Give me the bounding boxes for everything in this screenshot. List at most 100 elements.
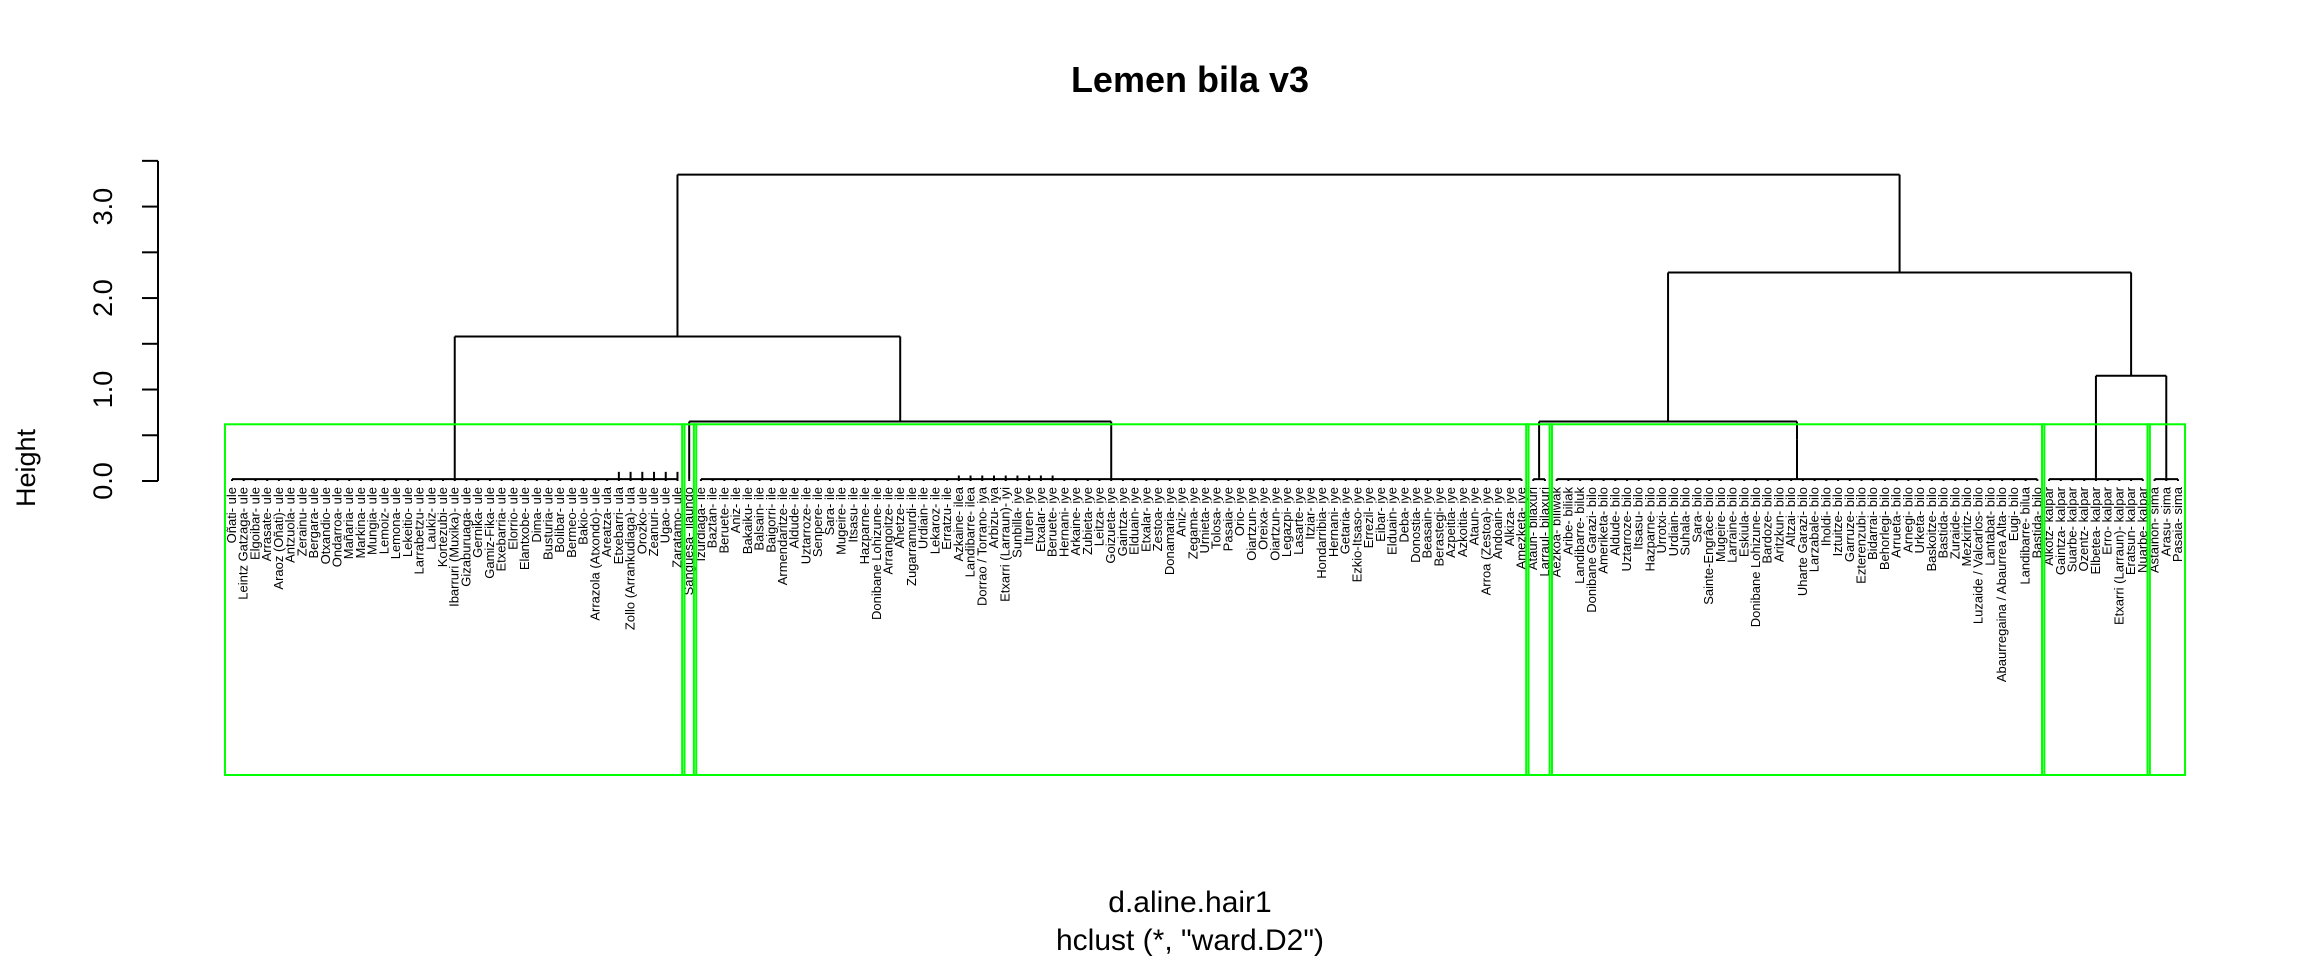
leaf-label: Landibarre- bilua (2018, 486, 2033, 584)
y-axis: 0.0 1.0 2.0 3.0 (88, 159, 159, 500)
leaf-label: Larzabale- bilo (1807, 487, 1822, 572)
leaf-label: Beruete- iye (1045, 487, 1060, 557)
leaf-label: Behorlegi- bilo (1877, 487, 1892, 570)
leaf-label: Oreixa- iye (1256, 487, 1271, 550)
leaf-label: Donostia- iye (1408, 487, 1423, 563)
leaf-label: Dorrao / Torrano- iya (974, 486, 989, 606)
leaf-label: Nuarbe- kalpar (2135, 486, 2150, 573)
leaf-label: Arkaine- iye (1068, 487, 1083, 556)
leaf-label: Zugarramurdi- ile (904, 487, 919, 586)
y-tick-label: 0.0 (88, 462, 118, 500)
y-tick-label: 2.0 (88, 279, 118, 317)
leaf-label: Kortezubi- ule (435, 487, 450, 567)
leaf-label: Azkaine- ilea (951, 486, 966, 561)
leaf-label: Elgoibar- ule (247, 487, 262, 560)
leaf-label: Urdiain- ile (916, 487, 931, 549)
leaf-label: Antzuola- ule (283, 487, 298, 563)
leaf-label: Zeanuri- ule (646, 487, 661, 556)
leaf-label: Gaintza- iye (1115, 487, 1130, 556)
leaf-label: Oñati- ule (224, 487, 239, 543)
leaf-label: Dima- ule (529, 487, 544, 543)
leaf-label: Landibarre- biluk (1572, 487, 1587, 584)
leaf-label: Zubieta- iye (1080, 487, 1095, 555)
leaf-label: Ibarruri (Muxika)- ule (447, 487, 462, 607)
leaf-label: Markina- ule (353, 487, 368, 559)
leaf-label: Leitza- iye (1091, 487, 1106, 546)
leaf-label: Bermeo- ule (564, 487, 579, 558)
leaf-label: Garruze- bilo (1842, 487, 1857, 562)
leaf-label: Urnieta- iye (1197, 487, 1212, 553)
leaf-label: Baskoitze- bilo (1924, 487, 1939, 572)
leaf-label: Sara- bilo (1689, 487, 1704, 543)
leaf-label: Legazpi- iye (1279, 487, 1294, 557)
leaf-label: Bakaiku- ile (740, 487, 755, 554)
leaf-label: Errezil- iye (1361, 487, 1376, 548)
leaf-label: Larraine- bilo (1725, 487, 1740, 563)
leaf-label: Arrueta- bilo (1889, 487, 1904, 558)
leaf-label: Arrasate- ule (259, 487, 274, 561)
leaf-label: Pasaia- sima (2170, 486, 2185, 562)
leaf-label: Ugao- ule (658, 487, 673, 543)
leaf-label: Eskiula- bilo (1736, 487, 1751, 557)
leaf-label: Arrazola (Atxondo)- ule (587, 487, 602, 621)
leaf-label: Mezkiritz- bilo (1959, 487, 1974, 566)
leaf-label: Ezkio-Itsaso- iye (1349, 487, 1364, 582)
leaf-label: Eibar- iye (1373, 487, 1388, 542)
leaf-label: Beruete- ile (716, 487, 731, 553)
cluster-box (681, 423, 698, 776)
leaf-label: Sainte-Engrâce- bilo (1701, 487, 1716, 605)
leaf-label: Etxebarri- ula (611, 486, 626, 564)
y-axis-label: Height (11, 428, 41, 507)
leaf-label: Orio- iye (1232, 487, 1247, 536)
leaf-label: Uztarroze- ile (798, 487, 813, 564)
leaf-label: Zollo (Arrankudiaga)- ula (623, 486, 638, 630)
leaf-label: Erro- kalpar (2100, 486, 2115, 555)
leaf-label: Aniz- iye (1174, 487, 1189, 537)
leaf-label: Beasain- iye (1420, 487, 1435, 559)
leaf-label: Erratzu- ile (939, 487, 954, 550)
leaf-label: Aldude- ile (787, 487, 802, 548)
leaf-label: Pasaia- iye (1220, 487, 1235, 551)
leaf-label: Suhala- bilo (1678, 487, 1693, 556)
dendrogram-tree (231, 173, 2179, 481)
leaf-label: Landibarre- ilea (963, 486, 978, 577)
leaf-label: Baigorri- ile (763, 487, 778, 553)
leaf-label: Hazparne- ile (857, 487, 872, 564)
leaf-label: Lekaroz- ile (927, 487, 942, 554)
leaf-label: Hondarribia- iye (1314, 487, 1329, 579)
leaf-label: Luzaide / Valcarlos- bilo (1971, 487, 1986, 624)
leaf-label: Urketa- bilo (1912, 487, 1927, 553)
leaf-label: Mugeire- bilo (1713, 487, 1728, 562)
x-axis-label: d.aline.hair1 (1108, 886, 1271, 919)
leaf-label: Laukiz- ule (423, 487, 438, 550)
leaf-label: Etxarri (Larraun)- kalpar (2111, 486, 2126, 625)
leaf-label: Arroa (Zestoa)- iye (1478, 487, 1493, 595)
leaf-label: Azpeitia- iye (1443, 487, 1458, 558)
leaf-label: Gizaburuaga- ule (458, 487, 473, 587)
leaf-label: Elantxobe- ule (517, 487, 532, 570)
leaf-label: Etxalar- iye (1138, 487, 1153, 552)
leaf-label: Lemona- ule (388, 487, 403, 559)
leaf-label: Abaurregaina / Abaurrea Alta- bilo (1994, 487, 2009, 682)
leaf-label: Mungia- ule (365, 487, 380, 555)
leaf-label: Donamaria- iye (1162, 487, 1177, 575)
leaf-label: Hernani- iye (1056, 487, 1071, 557)
cluster-box (2146, 423, 2187, 776)
leaf-label: Hernani- iye (1326, 487, 1341, 557)
leaf-label: Andoain- iye (1490, 487, 1505, 559)
leaf-label: Lasarte- iye (1291, 487, 1306, 555)
leaf-label: Baztan- ile (705, 487, 720, 548)
leaf-label: Uztarroze- bilo (1619, 487, 1634, 572)
leaf-label: Mañaria- ule (341, 487, 356, 559)
leaf-label: Zerainu- ule (294, 487, 309, 556)
leaf-label: Suarbe- kalpar (2064, 486, 2079, 572)
leaf-label: Donibane Garazi- bilo (1584, 487, 1599, 613)
leaf-label: Leintz Gatzaga- ule (236, 487, 251, 600)
leaf-label: Aribe- biliak (1560, 487, 1575, 555)
leaf-label: Ataun- iye (1467, 487, 1482, 546)
leaf-label: Aritzkun- bilo (1771, 487, 1786, 562)
leaf-label: Eugi- bilo (2006, 487, 2021, 541)
leaf-label: Lekeitio- ule (400, 487, 415, 557)
leaf-label: Azkoitia- iye (1455, 487, 1470, 557)
